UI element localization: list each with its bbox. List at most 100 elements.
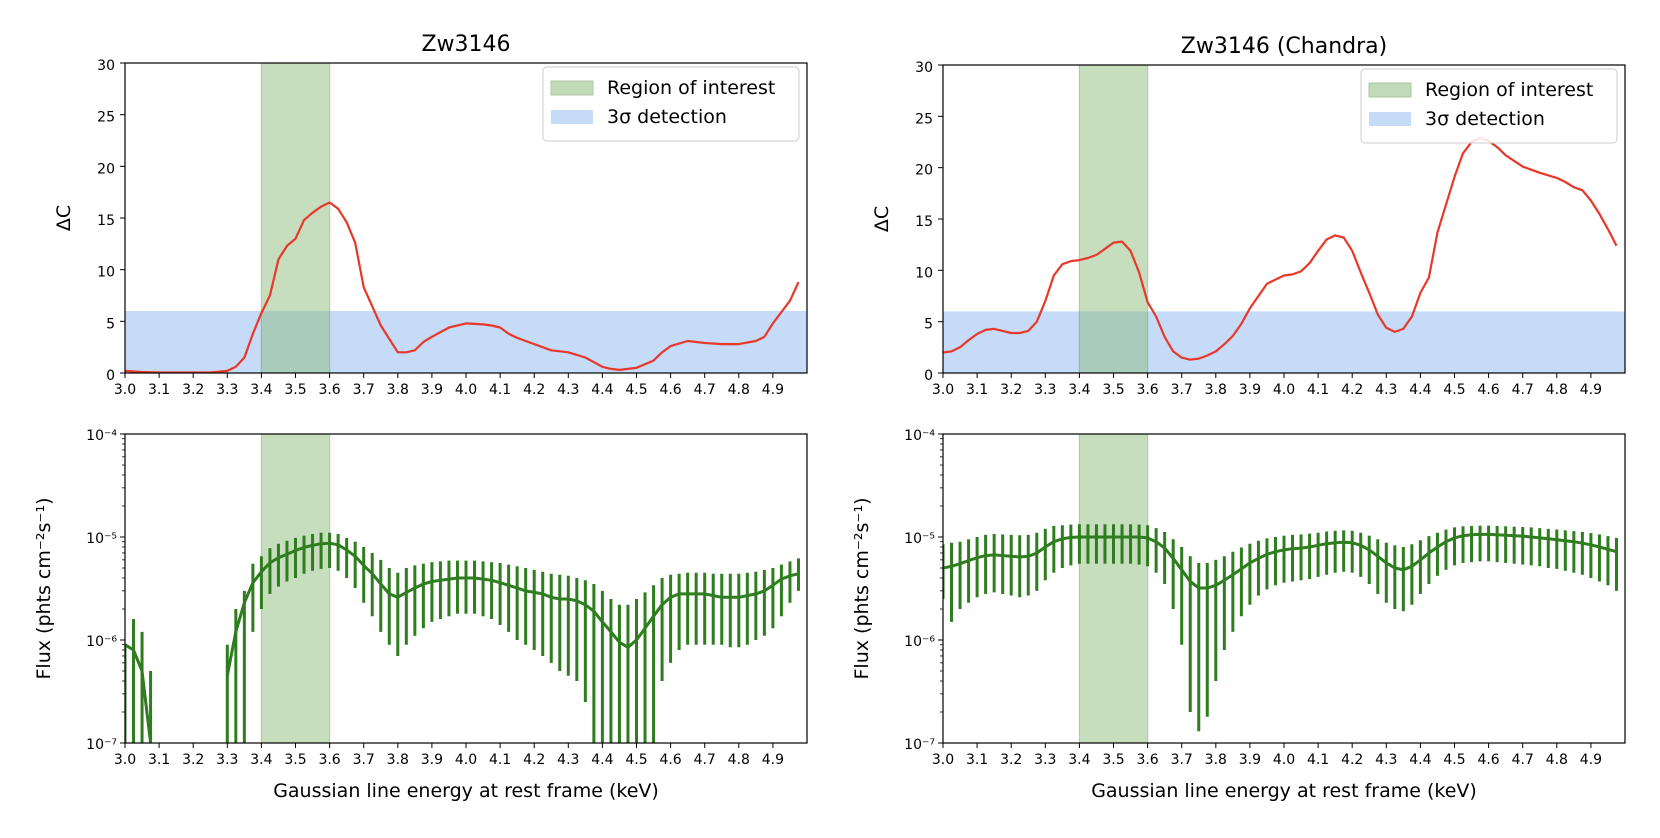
plot-area [943,65,1625,373]
axes-frame [942,433,1626,744]
x-tick-label: 3.8 [1205,382,1227,398]
legend-label: Region of interest [1425,79,1593,101]
x-tick-label: 3.9 [421,382,443,398]
x-tick-label: 4.5 [625,382,647,398]
x-tick-label: 3.3 [216,382,238,398]
x-tick-label: 3.0 [932,752,954,768]
x-tick-label: 4.8 [1546,752,1568,768]
series-line [943,532,1617,590]
x-tick-label: 3.1 [148,752,170,768]
y-tick-label: 10⁻⁵ [86,531,117,547]
plot-area [943,434,1618,743]
x-tick-label: 3.5 [284,752,306,768]
x-tick-label: 3.1 [966,382,988,398]
x-tick-label: 4.5 [1443,382,1465,398]
plot-area [125,434,800,743]
x-tick-label: 3.1 [966,752,988,768]
x-tick-label: 4.4 [591,382,613,398]
legend-label: Region of interest [607,77,775,99]
x-axis-label-right: Gaussian line energy at rest frame (keV) [1091,780,1477,802]
x-tick-label: 4.9 [762,752,784,768]
x-tick-label: 4.8 [1546,382,1568,398]
legend-swatch [551,110,593,124]
panel-bottom-right: 3.0 3.1 3.2 3.3 3.4 3.5 3.6 3.7 3.8 3.9 4.0 4.1 4.2 4… [851,428,1626,768]
x-tick-label: 3.6 [1136,752,1158,768]
y-tick-label: 5 [106,316,115,332]
x-tick-label: 3.5 [1102,752,1124,768]
legend-swatch [1369,112,1411,126]
region-of-interest [1078,434,1149,743]
y-tick-label: 30 [915,60,933,76]
x-tick-label: 4.7 [1512,382,1534,398]
y-tick-label: 10 [97,265,115,281]
x-tick-label: 4.2 [523,752,545,768]
x-tick-label: 3.4 [1068,382,1090,398]
x-tick-label: 3.4 [250,382,272,398]
x-tick-label: 4.1 [489,752,511,768]
x-tick-label: 4.6 [659,382,681,398]
x-tick-label: 4.9 [1580,752,1602,768]
x-tick-label: 4.5 [625,752,647,768]
series-line [125,643,153,743]
x-tick-label: 3.7 [1171,752,1193,768]
x-tick-label: 3.7 [1171,382,1193,398]
x-tick-label: 4.6 [659,752,681,768]
x-tick-label: 3.6 [318,382,340,398]
x-tick-label: 4.3 [557,382,579,398]
x-tick-label: 4.9 [762,382,784,398]
y-tick-label: 10⁻⁴ [86,428,117,444]
region-of-interest [1078,65,1149,373]
legend-box [542,66,800,142]
legend-label: 3σ detection [607,106,727,128]
x-tick-label: 4.6 [1477,382,1499,398]
x-tick-label: 4.0 [1273,752,1295,768]
y-tick-label: 10⁻⁶ [86,634,117,650]
x-tick-label: 3.0 [932,382,954,398]
y-tick-label: 0 [106,368,115,384]
x-tick-label: 3.9 [1239,382,1261,398]
y-tick-label: 15 [915,214,933,230]
x-tick-label: 4.7 [1512,752,1534,768]
y-axis-label: Flux (phts cm⁻²s⁻¹) [33,498,55,680]
detection-band [943,311,1625,373]
x-tick-label: 3.0 [114,752,136,768]
x-tick-label: 4.0 [455,382,477,398]
x-tick-label: 4.4 [1409,382,1431,398]
x-tick-label: 3.2 [1000,382,1022,398]
x-tick-label: 3.4 [1068,752,1090,768]
x-tick-label: 3.7 [353,382,375,398]
y-axis-label: Flux (phts cm⁻²s⁻¹) [851,498,873,680]
x-tick-label: 4.2 [1341,382,1363,398]
x-tick-label: 3.2 [182,382,204,398]
x-tick-label: 3.8 [387,752,409,768]
x-tick-label: 3.7 [353,752,375,768]
panel-top-right: 3.0 3.1 3.2 3.3 3.4 3.5 3.6 3.7 3.8 3.9 4.0 4.1 4.2 4… [871,34,1626,398]
x-tick-label: 4.1 [489,382,511,398]
x-tick-label: 3.2 [182,752,204,768]
x-tick-label: 3.3 [1034,752,1056,768]
y-tick-label: 20 [97,161,115,177]
y-tick-label: 25 [915,111,933,127]
y-tick-label: 10⁻⁷ [904,737,935,753]
legend-label: 3σ detection [1425,108,1545,130]
x-tick-label: 4.7 [694,752,716,768]
y-tick-label: 10⁻⁶ [904,634,935,650]
y-tick-label: 10⁻⁵ [904,531,935,547]
x-tick-label: 3.3 [1034,382,1056,398]
y-tick-label: 10 [915,265,933,281]
series-line [125,201,800,373]
x-tick-label: 3.3 [216,752,238,768]
x-tick-label: 4.5 [1443,752,1465,768]
y-tick-label: 10⁻⁷ [86,737,117,753]
x-tick-label: 4.4 [1409,752,1431,768]
y-tick-label: 5 [924,317,933,333]
series-line [225,541,799,676]
x-tick-label: 4.6 [1477,752,1499,768]
x-axis-label-left: Gaussian line energy at rest frame (keV) [273,780,659,802]
panel-top-left: 3.0 3.1 3.2 3.3 3.4 3.5 3.6 3.7 3.8 3.9 4.0 4.1 4.2 4… [53,32,808,398]
legend-box [1360,68,1618,144]
legend-swatch [550,80,594,96]
region-of-interest [260,434,331,743]
x-tick-label: 4.1 [1307,382,1329,398]
